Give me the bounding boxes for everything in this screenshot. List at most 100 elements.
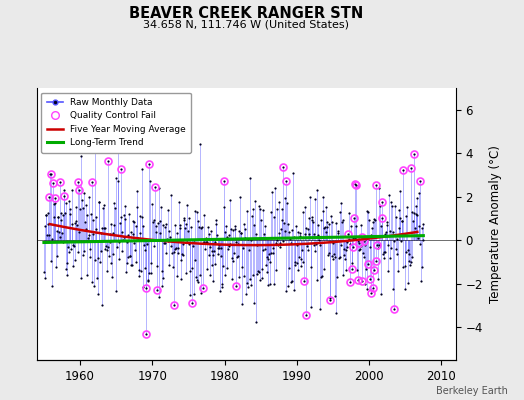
Point <box>285 265 293 272</box>
Point <box>283 221 292 227</box>
Point <box>41 275 49 282</box>
Point <box>119 236 127 243</box>
Point <box>404 280 412 286</box>
Point <box>92 226 100 232</box>
Point <box>332 220 340 227</box>
Point <box>234 241 242 247</box>
Point <box>265 281 274 287</box>
Point <box>380 255 388 262</box>
Point <box>299 259 307 266</box>
Point <box>137 268 145 274</box>
Point <box>369 218 377 225</box>
Point <box>80 190 89 196</box>
Point <box>138 166 146 172</box>
Point <box>375 242 383 248</box>
Point <box>412 194 421 201</box>
Point <box>149 218 157 225</box>
Point <box>194 218 203 224</box>
Point <box>183 239 192 245</box>
Point <box>412 211 420 217</box>
Point <box>357 243 365 249</box>
Point <box>342 247 351 254</box>
Point <box>352 222 361 229</box>
Point <box>96 248 105 254</box>
Point <box>362 266 370 272</box>
Point <box>397 238 405 244</box>
Point <box>341 256 349 262</box>
Point <box>48 282 56 289</box>
Point <box>179 241 188 247</box>
Point <box>221 272 230 278</box>
Point <box>41 212 50 218</box>
Point <box>383 219 391 225</box>
Point <box>150 216 158 223</box>
Text: 34.658 N, 111.746 W (United States): 34.658 N, 111.746 W (United States) <box>143 19 350 29</box>
Point <box>67 246 75 252</box>
Point <box>338 218 346 225</box>
Point <box>188 300 196 306</box>
Point <box>228 276 236 282</box>
Point <box>168 250 177 257</box>
Point <box>321 204 330 210</box>
Point <box>313 222 322 228</box>
Point <box>89 216 97 223</box>
Point <box>291 262 300 268</box>
Point <box>250 300 259 306</box>
Point <box>235 228 244 234</box>
Point <box>208 248 216 255</box>
Point <box>371 217 379 224</box>
Point <box>78 197 86 203</box>
Point <box>308 214 316 220</box>
Point <box>281 178 290 184</box>
Point <box>285 229 293 236</box>
Point <box>104 158 113 164</box>
Point <box>260 231 268 238</box>
Point <box>174 250 183 256</box>
Point <box>215 244 223 251</box>
Point <box>187 224 195 231</box>
Point <box>295 254 303 260</box>
Point <box>321 224 329 230</box>
Point <box>227 255 236 261</box>
Point <box>77 275 85 281</box>
Point <box>232 283 241 290</box>
Point <box>161 250 170 256</box>
Point <box>241 225 249 232</box>
Point <box>42 212 50 219</box>
Point <box>405 251 413 258</box>
Point <box>333 274 341 281</box>
Point <box>214 251 223 258</box>
Point <box>185 291 194 298</box>
Point <box>91 130 100 136</box>
Point <box>47 170 56 177</box>
Point <box>289 287 298 294</box>
Point <box>124 254 133 260</box>
Point <box>372 182 380 188</box>
Point <box>256 206 265 212</box>
Point <box>59 212 68 218</box>
Point <box>173 245 182 251</box>
Point <box>148 201 157 207</box>
Point <box>110 222 118 228</box>
Point <box>356 245 364 252</box>
Point <box>63 260 72 266</box>
Point <box>93 275 101 282</box>
Point <box>65 197 73 204</box>
Point <box>52 264 60 271</box>
Point <box>204 224 212 230</box>
Point <box>189 242 197 249</box>
Point <box>400 263 409 269</box>
Point <box>212 217 220 224</box>
Point <box>232 239 240 246</box>
Point <box>155 184 163 191</box>
Point <box>224 232 233 238</box>
Point <box>123 239 132 245</box>
Point <box>198 224 206 230</box>
Point <box>90 283 98 290</box>
Point <box>57 216 65 223</box>
Point <box>144 278 152 284</box>
Point <box>72 204 80 210</box>
Point <box>287 279 296 286</box>
Point <box>136 212 144 219</box>
Point <box>268 250 277 256</box>
